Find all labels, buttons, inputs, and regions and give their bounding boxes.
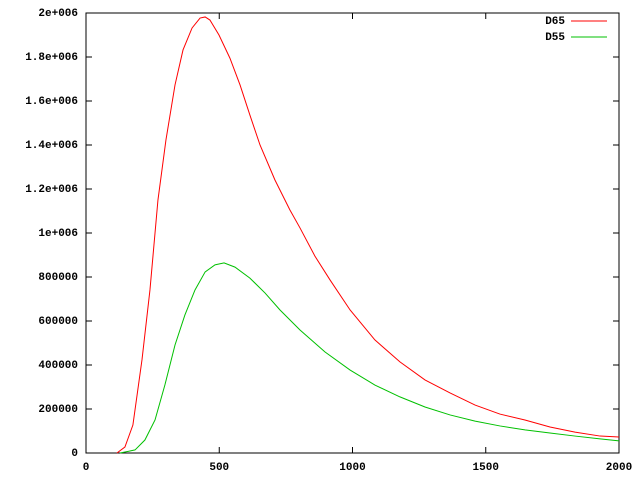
- y-tick-label: 2e+006: [38, 8, 78, 20]
- y-tick-label: 1e+006: [38, 228, 78, 240]
- y-tick-label: 1.4e+006: [25, 140, 78, 152]
- y-tick-label: 1.6e+006: [25, 96, 78, 108]
- y-tick-label: 800000: [38, 272, 78, 284]
- legend-label: D65: [545, 16, 565, 28]
- legend-label: D55: [545, 32, 565, 44]
- x-tick-label: 1000: [339, 462, 365, 474]
- y-tick-label: 0: [71, 448, 78, 460]
- y-tick-label: 400000: [38, 360, 78, 372]
- y-tick-label: 600000: [38, 316, 78, 328]
- x-tick-label: 0: [83, 462, 90, 474]
- plot-frame: [85, 12, 620, 454]
- y-tick-label: 1.2e+006: [25, 184, 78, 196]
- y-tick-label: 200000: [38, 404, 78, 416]
- x-tick-label: 2000: [606, 462, 632, 474]
- y-tick-label: 1.8e+006: [25, 52, 78, 64]
- series-line: [120, 262, 620, 454]
- series-line: [116, 16, 620, 454]
- x-tick-label: 500: [209, 462, 229, 474]
- x-tick-label: 1500: [473, 462, 499, 474]
